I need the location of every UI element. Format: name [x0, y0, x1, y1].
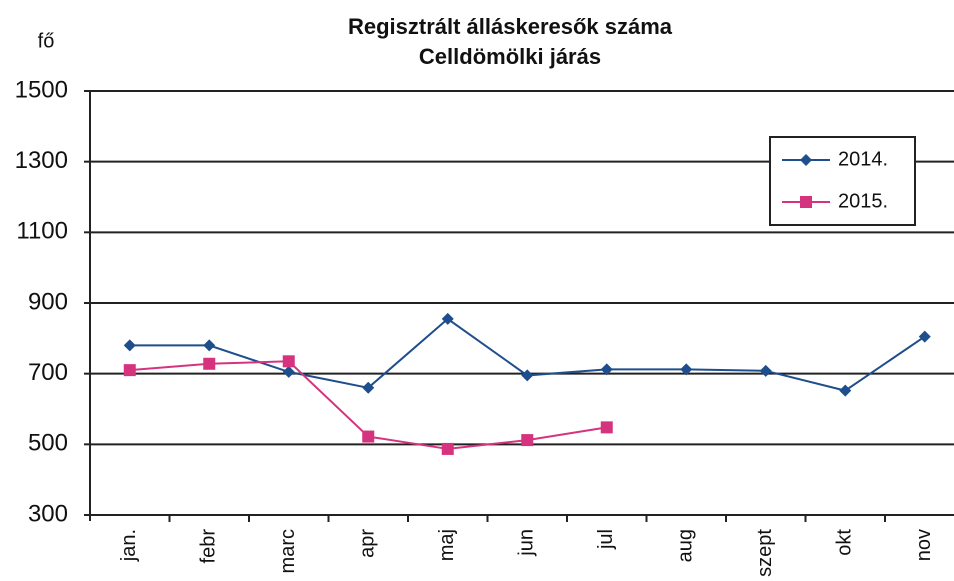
- legend-label: 2014.: [838, 148, 888, 170]
- x-tick-label: szept: [754, 529, 776, 577]
- y-tick-label: 700: [28, 359, 68, 386]
- data-point: [918, 330, 931, 343]
- legend-marker: [800, 196, 812, 208]
- data-point: [123, 364, 136, 377]
- x-tick-label: aug: [675, 529, 697, 562]
- y-tick-label: 900: [28, 288, 68, 315]
- data-point: [282, 365, 295, 378]
- x-tick-label: jul: [595, 529, 617, 550]
- data-point: [759, 364, 772, 377]
- y-tick-label: 1300: [15, 147, 68, 174]
- y-tick-label: 1500: [15, 76, 68, 103]
- data-point: [362, 381, 375, 394]
- x-tick-label: apr: [357, 529, 379, 558]
- legend-marker: [800, 154, 812, 166]
- data-point: [600, 421, 613, 434]
- legend-box: [769, 136, 916, 226]
- data-point: [203, 339, 216, 352]
- data-point: [521, 434, 534, 447]
- data-point: [521, 369, 534, 382]
- data-point: [362, 430, 375, 443]
- data-point: [680, 363, 693, 376]
- data-point: [441, 442, 454, 455]
- y-tick-label: 1100: [16, 218, 68, 245]
- data-point: [441, 312, 454, 325]
- data-point: [123, 339, 136, 352]
- y-tick-label: 300: [28, 500, 68, 527]
- x-tick-label: marc: [277, 529, 299, 573]
- chart-subtitle: Celldömölki járás: [419, 44, 601, 69]
- x-tick-label: okt: [834, 529, 856, 556]
- x-tick-label: febr: [198, 529, 220, 564]
- data-point: [282, 355, 295, 368]
- data-point: [203, 357, 216, 370]
- x-tick-label: nov: [913, 529, 935, 561]
- y-tick-label: 500: [28, 430, 68, 457]
- chart-title: Regisztrált álláskeresők száma: [348, 14, 673, 39]
- data-point: [839, 384, 852, 397]
- x-tick-label: jan.: [118, 529, 140, 562]
- x-tick-label: maj: [436, 529, 458, 561]
- x-tick-label: jun: [516, 529, 538, 557]
- legend-label: 2015.: [838, 190, 888, 212]
- y-axis-label: fő: [38, 30, 55, 52]
- data-point: [600, 363, 613, 376]
